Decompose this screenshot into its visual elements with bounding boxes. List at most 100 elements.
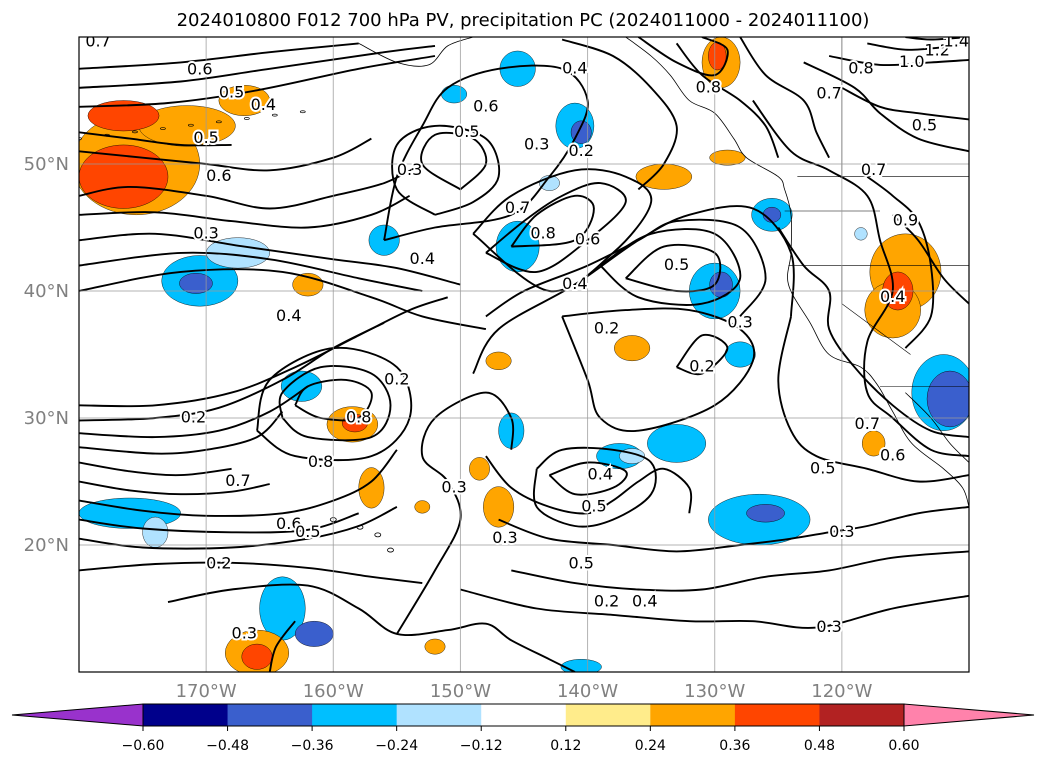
pv-contour-label: 0.3 xyxy=(727,312,752,331)
pv-contour-line xyxy=(79,251,423,292)
precip-patch xyxy=(280,370,323,402)
pv-contour-line xyxy=(79,480,270,496)
pv-contour-line xyxy=(561,38,678,191)
island xyxy=(132,130,138,134)
colorbar-tick-label: 0.48 xyxy=(804,738,835,754)
lon-tick-label: 120°W xyxy=(811,681,872,702)
precip-patch xyxy=(358,467,385,509)
colorbar-tick-label: −0.60 xyxy=(122,738,165,754)
pv-contour-label: 0.5 xyxy=(568,554,593,573)
pv-contour-line xyxy=(460,588,969,629)
precip-patch xyxy=(414,500,431,514)
pv-contour-label: 0.3 xyxy=(829,522,854,541)
pv-contour-label: 0.4 xyxy=(562,274,587,293)
pv-contour-label: 1.2 xyxy=(924,40,949,59)
pv-contour-line xyxy=(79,55,436,108)
colorbar-segment xyxy=(650,704,736,726)
pv-contour-label: 0.8 xyxy=(530,223,555,242)
precip-patch xyxy=(142,516,169,548)
pv-contour-line xyxy=(828,55,969,67)
pv-contour-label: 0.5 xyxy=(581,496,606,515)
lat-tick-label: 30°N xyxy=(24,408,69,429)
pv-contour-line xyxy=(867,42,969,51)
precip-patch xyxy=(87,100,160,132)
colorbar-segment xyxy=(143,704,229,726)
precip-patch xyxy=(441,85,467,104)
pv-contour-line xyxy=(803,61,969,153)
pv-contour-line xyxy=(79,137,372,172)
gridlines xyxy=(79,37,969,672)
colorbar: −0.60 −0.48 −0.36 −0.24 −0.12 0.12 0.24 0.36 0.4… xyxy=(11,703,1035,754)
precip-patch xyxy=(499,50,536,87)
pv-contour-label: 0.4 xyxy=(251,95,276,114)
pv-contour-line xyxy=(548,461,628,496)
pv-contour-line xyxy=(675,42,780,159)
precip-patch xyxy=(635,163,693,190)
pv-contour-label: 0.7 xyxy=(225,471,250,490)
coastline xyxy=(79,37,969,553)
lon-tick-label: 150°W xyxy=(430,681,491,702)
colorbar-segment xyxy=(227,704,313,726)
pv-contours xyxy=(79,37,969,672)
island xyxy=(374,532,382,538)
colorbar-tick-label: −0.12 xyxy=(460,738,503,754)
pv-contour-line xyxy=(79,194,411,229)
colorbar-tick-label: 0.24 xyxy=(635,738,666,754)
precip-patch xyxy=(614,335,651,362)
precip-patch xyxy=(218,85,270,116)
pv-contour-line xyxy=(777,226,969,439)
precip-patch xyxy=(724,341,756,368)
pv-contour-label: 0.2 xyxy=(384,369,409,388)
lon-tick-label: 140°W xyxy=(557,681,618,702)
island xyxy=(299,110,306,114)
pv-contour-line xyxy=(79,268,487,331)
pv-contour-label: 0.7 xyxy=(85,32,110,51)
lat-tick-label: 20°N xyxy=(24,535,69,556)
map-area: 0.70.60.50.40.50.60.30.80.70.60.20.40.20… xyxy=(79,32,969,672)
colorbar-tick-label: 0.12 xyxy=(550,738,581,754)
lat-tick-label: 50°N xyxy=(24,154,69,175)
precip-patch xyxy=(179,273,213,294)
island xyxy=(356,524,364,530)
pv-contour-label: 0.6 xyxy=(880,446,905,465)
colorbar-frame xyxy=(142,703,905,727)
colorbar-segment xyxy=(481,704,567,726)
island xyxy=(243,117,250,120)
pv-contour-label: 0.4 xyxy=(880,287,905,306)
pv-contour-label: 0.7 xyxy=(816,84,841,103)
pv-contour-label: 0.6 xyxy=(575,230,600,249)
pv-contour-line xyxy=(739,37,830,159)
pv-contour-label: 0.4 xyxy=(562,58,587,77)
precip-patch xyxy=(241,643,273,670)
pv-contour-line xyxy=(420,131,488,191)
pv-contour-line xyxy=(79,44,436,89)
precip-patch xyxy=(862,430,886,457)
pv-contour-label: 0.2 xyxy=(689,357,714,376)
pv-contour-line xyxy=(625,243,722,293)
precip-patch xyxy=(424,638,446,655)
pv-contour-line xyxy=(396,391,515,635)
pv-contour-label: 0.5 xyxy=(454,122,479,141)
colorbar-segment xyxy=(396,704,482,726)
pv-contour-label: 0.4 xyxy=(632,592,657,611)
pv-contour-label: 0.3 xyxy=(232,623,257,642)
pv-contour-label: 0.9 xyxy=(893,211,918,230)
pv-contour-label: 0.3 xyxy=(397,160,422,179)
pv-contour-label: 0.2 xyxy=(568,141,593,160)
island xyxy=(271,113,278,117)
pv-contour-label: 0.2 xyxy=(594,319,619,338)
precip-patch xyxy=(469,457,490,481)
pv-contour-label: 0.6 xyxy=(187,60,212,79)
precip-patch xyxy=(294,621,334,647)
pv-contour-label: 0.2 xyxy=(594,592,619,611)
pv-contour-line xyxy=(79,561,423,585)
island xyxy=(216,120,222,124)
pv-contour-line xyxy=(866,175,935,349)
colorbar-extend-min xyxy=(11,703,144,727)
colorbar-segment xyxy=(312,704,398,726)
precip-patch xyxy=(79,144,169,209)
pv-contour-label: 0.3 xyxy=(816,617,841,636)
chart-title: 2024010800 F012 700 hPa PV, precipitatio… xyxy=(177,10,870,31)
colorbar-tick-label: 0.60 xyxy=(888,738,919,754)
